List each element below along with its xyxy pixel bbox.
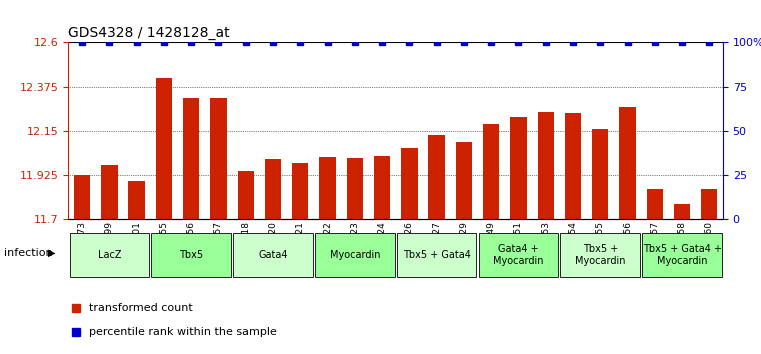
Text: Tbx5 +
Myocardin: Tbx5 + Myocardin <box>575 244 626 266</box>
Bar <box>292 164 308 354</box>
Text: Myocardin: Myocardin <box>330 250 380 260</box>
Text: infection: infection <box>4 248 53 258</box>
Text: Gata4 +
Myocardin: Gata4 + Myocardin <box>493 244 543 266</box>
Bar <box>592 129 609 354</box>
Bar <box>69 233 149 277</box>
Text: GDS4328 / 1428128_at: GDS4328 / 1428128_at <box>68 26 230 40</box>
Bar <box>156 78 172 354</box>
Bar <box>401 148 418 354</box>
Bar <box>396 233 476 277</box>
Bar <box>101 165 117 354</box>
Bar <box>537 112 554 354</box>
Bar <box>565 113 581 354</box>
Bar <box>346 158 363 354</box>
Bar <box>374 155 390 354</box>
Text: transformed count: transformed count <box>90 303 193 313</box>
Bar <box>456 142 472 354</box>
Text: Tbx5: Tbx5 <box>179 250 203 260</box>
Bar <box>151 233 231 277</box>
Bar <box>560 233 640 277</box>
Bar <box>315 233 395 277</box>
Text: Gata4: Gata4 <box>258 250 288 260</box>
Bar <box>619 107 635 354</box>
Bar <box>210 98 227 354</box>
Bar <box>183 98 199 354</box>
Bar <box>428 135 444 354</box>
Bar <box>74 175 91 354</box>
Bar <box>510 117 527 354</box>
Bar <box>483 124 499 354</box>
Bar <box>642 233 722 277</box>
Bar <box>233 233 313 277</box>
Bar <box>647 189 663 354</box>
Text: Tbx5 + Gata4: Tbx5 + Gata4 <box>403 250 470 260</box>
Text: Tbx5 + Gata4 +
Myocardin: Tbx5 + Gata4 + Myocardin <box>642 244 721 266</box>
Text: percentile rank within the sample: percentile rank within the sample <box>90 327 277 337</box>
Bar <box>265 159 281 354</box>
Bar <box>673 204 690 354</box>
Text: LacZ: LacZ <box>97 250 121 260</box>
Bar <box>701 189 718 354</box>
Bar <box>320 156 336 354</box>
Bar <box>479 233 559 277</box>
Bar <box>129 181 145 354</box>
Bar <box>237 171 254 354</box>
Text: ▶: ▶ <box>48 248 56 258</box>
